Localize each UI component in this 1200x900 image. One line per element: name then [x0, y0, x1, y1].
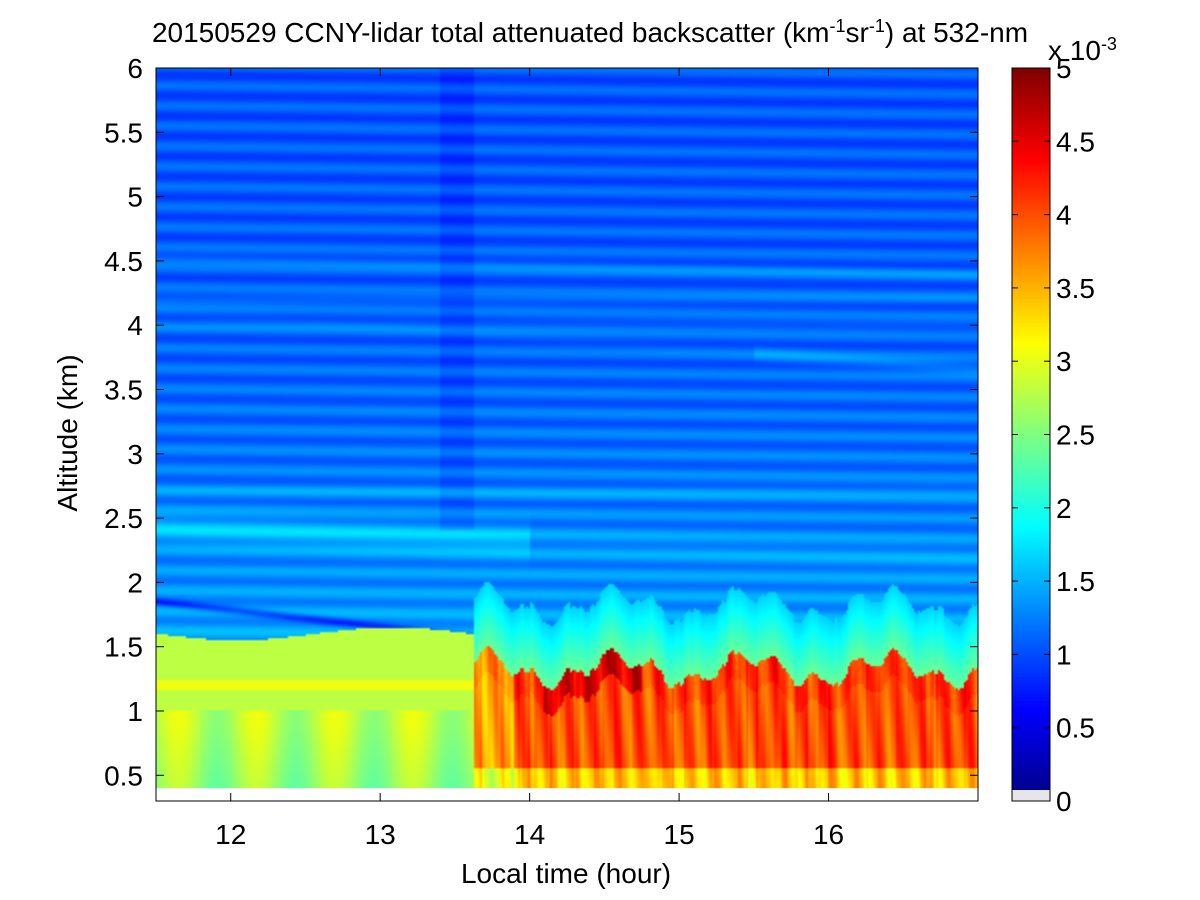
y-axis-ticks: 0.5 1 1.5 2 2.5 3 3.5 4 4.5 5 5.5 6: [104, 53, 978, 791]
title-sup-2: -1: [869, 16, 885, 36]
colorbar-gradient: [1012, 68, 1050, 790]
colorbar-tick-label: 5: [1056, 53, 1072, 84]
x-axis-label: Local time (hour): [461, 858, 671, 889]
title-tail: ) at 532-nm: [885, 17, 1028, 48]
x-tick-label: 14: [514, 819, 545, 850]
y-tick-label: 2.5: [104, 503, 143, 534]
title-sup-1: -1: [830, 16, 846, 36]
y-tick-label: 5: [127, 182, 143, 213]
colorbar-tick-label: 4: [1056, 200, 1072, 231]
plot-frame: [155, 67, 979, 802]
y-tick-label: 4.5: [104, 246, 143, 277]
y-tick-label: 1.5: [104, 632, 143, 663]
colorbar-tick-label: 1: [1056, 639, 1072, 670]
chart-title: 20150529 CCNY-lidar total attenuated bac…: [152, 16, 1028, 48]
colorbar-tick-label: 2.5: [1056, 420, 1095, 451]
colorbar: 0 0.5 1 1.5 2 2.5 3 3.5 4 4.5 5 x 10-3: [1011, 34, 1117, 817]
y-tick-label: 3.5: [104, 374, 143, 405]
title-main: 20150529 CCNY-lidar total attenuated bac…: [152, 17, 830, 48]
colorbar-tick-label: 2: [1056, 493, 1072, 524]
colorbar-tick-label: 4.5: [1056, 126, 1095, 157]
colorbar-exponent: x 10-3: [1048, 34, 1117, 66]
title-mid: sr: [846, 17, 869, 48]
colorbar-tick-label: 0: [1056, 786, 1072, 817]
colorbar-tick-label: 3.5: [1056, 273, 1095, 304]
x-tick-label: 13: [365, 819, 396, 850]
plot-area: 12 13 14 15 16 0.5 1 1.5 2 2.5 3 3.5 4 4.5 5 5.5 6: [104, 53, 979, 850]
colorbar-ticks: 0 0.5 1 1.5 2 2.5 3 3.5 4 4.5 5: [1012, 53, 1095, 817]
y-tick-label: 0.5: [104, 760, 143, 791]
x-tick-label: 12: [215, 819, 246, 850]
x-axis-ticks: 12 13 14 15 16: [215, 68, 844, 850]
y-axis-label: Altitude (km): [52, 354, 83, 511]
x-tick-label: 15: [664, 819, 695, 850]
colorbar-tick-label: 3: [1056, 346, 1072, 377]
y-tick-label: 3: [127, 439, 143, 470]
y-tick-label: 2: [127, 567, 143, 598]
backscatter-heatmap: [156, 68, 978, 789]
y-tick-label: 6: [127, 53, 143, 84]
colorbar-below-min-swatch: [1012, 790, 1050, 801]
y-tick-label: 4: [127, 310, 143, 341]
colorbar-tick-label: 1.5: [1056, 566, 1095, 597]
colorbar-tick-label: 0.5: [1056, 713, 1095, 744]
colorbar-exponent-power: -3: [1101, 34, 1117, 54]
x-tick-label: 16: [813, 819, 844, 850]
y-tick-label: 5.5: [104, 117, 143, 148]
y-tick-label: 1: [127, 696, 143, 727]
colorbar-exponent-base: x 10: [1048, 35, 1101, 66]
